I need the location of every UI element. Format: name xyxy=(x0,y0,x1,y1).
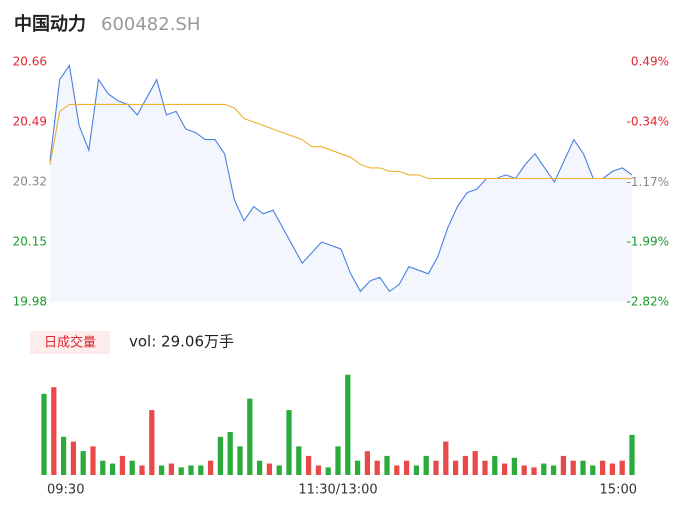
volume-bar xyxy=(511,457,518,475)
volume-bar xyxy=(541,463,547,475)
volume-bar xyxy=(423,455,429,475)
y-tick-label: 19.98 xyxy=(13,295,47,309)
volume-bar xyxy=(119,455,126,475)
volume-bar xyxy=(207,460,214,475)
volume-bar xyxy=(354,460,361,475)
volume-bar xyxy=(100,460,106,475)
volume-bar xyxy=(296,446,302,475)
volume-bar xyxy=(286,410,292,475)
volume-bar xyxy=(472,451,478,475)
volume-bar xyxy=(305,455,312,475)
volume-bar xyxy=(266,463,273,475)
volume-bar xyxy=(41,393,47,475)
y2-tick-label: 0.49% xyxy=(631,55,669,69)
volume-bar xyxy=(443,441,449,475)
x-tick-label: 11:30/13:00 xyxy=(298,483,377,498)
volume-bar xyxy=(501,463,508,475)
volume-bar xyxy=(198,465,204,475)
volume-bar xyxy=(521,465,527,475)
average-line xyxy=(49,103,632,180)
volume-bar xyxy=(227,432,233,475)
stock-name: 中国动力 xyxy=(14,13,86,35)
volume-bar xyxy=(462,455,469,475)
y2-tick-label: -2.82% xyxy=(627,295,669,309)
volume-bar xyxy=(345,374,351,475)
volume-bar xyxy=(178,467,184,475)
volume-bar xyxy=(590,465,596,475)
volume-bar xyxy=(580,460,586,475)
y-tick-label: 20.66 xyxy=(13,55,47,69)
volume-bar xyxy=(403,460,410,475)
volume-bar xyxy=(482,460,488,475)
volume-bar xyxy=(619,460,625,475)
volume-bar xyxy=(158,465,165,475)
x-tick-label: 09:30 xyxy=(47,483,84,498)
volume-bar xyxy=(550,465,557,475)
volume-bar xyxy=(374,460,380,475)
volume-bar xyxy=(609,463,616,475)
y-tick-label: 20.49 xyxy=(13,115,47,129)
volume-bar xyxy=(51,387,57,475)
volume-bar xyxy=(168,463,175,475)
volume-bar xyxy=(247,398,253,475)
volume-bar xyxy=(188,465,194,475)
volume-bar xyxy=(276,465,282,475)
volume-bar xyxy=(149,410,155,475)
volume-bar xyxy=(90,446,96,475)
volume-bar xyxy=(129,460,135,475)
volume-bar xyxy=(413,465,420,475)
volume-bar xyxy=(364,451,371,475)
price-area xyxy=(50,65,632,302)
y2-tick-label: -0.34% xyxy=(627,115,669,129)
volume-bar xyxy=(109,463,116,475)
volume-bar xyxy=(599,460,606,475)
volume-bar xyxy=(384,455,390,475)
volume-bar xyxy=(315,465,322,475)
volume-bar xyxy=(256,460,263,475)
volume-tab[interactable] xyxy=(30,331,110,354)
volume-bar xyxy=(452,460,459,475)
volume-bar xyxy=(60,436,67,475)
volume-bar xyxy=(531,467,537,475)
y-tick-label: 20.15 xyxy=(13,235,47,249)
volume-summary: vol: 29.06万手 xyxy=(129,333,234,351)
volume-bar xyxy=(80,451,86,475)
volume-bar xyxy=(139,465,145,475)
volume-bar xyxy=(433,460,439,475)
volume-bar xyxy=(325,467,331,475)
price-line xyxy=(49,64,633,293)
volume-bar xyxy=(217,436,224,475)
volume-bar xyxy=(394,465,400,475)
y-tick-label: 20.32 xyxy=(13,175,47,189)
volume-bar xyxy=(70,441,77,475)
volume-tab-label[interactable]: 日成交量 xyxy=(44,335,96,351)
y2-tick-label: -1.99% xyxy=(627,234,669,248)
volume-bar xyxy=(570,460,576,475)
volume-bar xyxy=(237,446,243,475)
stock-code: 600482.SH xyxy=(101,14,200,35)
volume-bar xyxy=(560,455,567,475)
y2-tick-label: -1.17% xyxy=(627,175,669,189)
volume-bar xyxy=(335,446,341,475)
volume-bar xyxy=(492,455,498,475)
x-tick-label: 15:00 xyxy=(600,483,637,498)
volume-bar xyxy=(629,434,635,475)
